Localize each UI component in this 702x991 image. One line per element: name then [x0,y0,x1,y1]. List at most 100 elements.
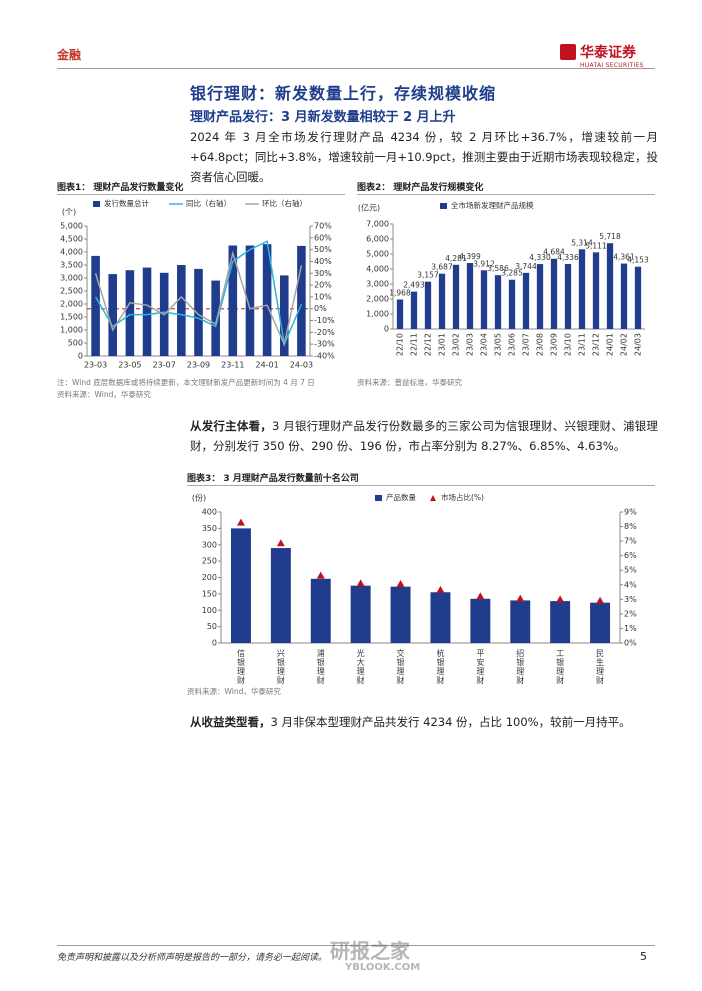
x-tick-label: 信银理财 [236,648,245,685]
x-tick-label: 交银理财 [396,648,405,685]
bar [262,244,272,356]
paragraph-lead: 从收益类型看， [190,715,271,729]
figure-title: 3 月理财产品发行数量前十名公司 [223,474,359,484]
y-tick-label: 200 [202,573,217,582]
y2-tick-label: -40% [314,352,335,361]
bar [228,245,238,356]
logo-cn: 华泰证券 [580,45,636,61]
y2-tick-label: 8% [624,522,637,531]
figure-note: 注：Wind 底层数据库或将持续更新，本文理财新发产品更新时间为 4 月 7 日… [57,377,315,401]
y-tick-label: 0 [384,325,389,334]
x-tick-label: 22/11 [410,333,419,356]
x-tick-label: 23/10 [564,333,573,356]
data-label: 4,153 [627,256,649,265]
data-label: 3,586 [487,264,509,273]
headline: 银行理财：新发数量上行，存续规模收缩 [190,84,497,103]
bar [550,601,571,643]
y2-tick-label: 5% [624,566,637,575]
bar [620,263,628,329]
chart: (个) 0 500 1,000 1,500 2,000 2,500 3,000 3,500 4,0… [60,198,335,370]
bar [522,272,530,329]
y-unit: (份) [192,493,206,503]
bar [125,270,135,356]
y-unit: (亿元) [358,203,380,213]
data-label: 3,687 [431,263,453,272]
bar [142,267,152,356]
marker [596,596,605,604]
bar [194,268,203,356]
y-tick-label: 6,000 [366,235,389,244]
x-tick-label: 23-07 [153,361,176,370]
legend-swatch [430,495,436,501]
logo-en: HUATAI SECURITIES [580,62,644,69]
y-tick-label: 4,000 [366,265,389,274]
figure-label: 图表2： [357,183,391,193]
y2-tick-label: -10% [314,316,335,325]
bar [91,255,100,356]
data-label: 4,330 [529,253,551,262]
x-tick-label: 23-03 [84,361,107,370]
y2-tick-label: -30% [314,340,335,349]
legend-label: 发行数量总计 [104,198,149,208]
y-tick-label: 100 [202,606,217,615]
x-tick-label: 民生理财 [596,649,605,685]
figure-note: 资料来源：普益标准，华泰研究 [357,377,462,389]
x-tick-label: 22/12 [424,333,433,356]
y2-tick-label: 0% [624,639,637,648]
bar [410,291,418,329]
y-tick-label: 500 [68,339,83,348]
paragraph-lead: 从发行主体看， [190,419,273,433]
x-tick-label: 24-03 [290,361,313,370]
y-tick-label: 350 [202,524,217,533]
logo: 华泰证券 HUATAI SECURITIES [560,42,655,69]
caption-rule [57,194,345,195]
y-tick-label: 5,000 [60,222,83,231]
marker [316,571,325,579]
figure-caption: 图表2： 理财产品发行规模变化 [357,180,483,193]
y-tick-label: 2,000 [60,300,83,309]
y2-tick-label: 4% [624,580,637,589]
data-label: 4,336 [557,253,579,262]
y2-tick-label: -20% [314,328,335,337]
x-tick-label: 23-05 [118,361,141,370]
data-label: 4,684 [543,248,565,257]
x-tick-label: 23/06 [508,333,517,356]
x-tick-label: 23/09 [550,333,559,356]
legend-label: 市场占比(%) [441,492,484,502]
bar [508,279,516,329]
bar [438,273,446,329]
bar [211,280,220,356]
y-tick-label: 250 [202,557,217,566]
data-label: 1,968 [389,288,411,297]
legend-swatch [440,203,447,209]
figure-caption: 图表3： 3 月理财产品发行数量前十名公司 [187,471,359,484]
marker [516,594,525,602]
disclaimer: 免责声明和披露以及分析师声明是报告的一部分，请务必一起阅读。 [57,953,328,963]
paragraph: 从发行主体看，3 月银行理财产品发行份数最多的三家公司为信银理财、兴银理财、浦银… [190,416,658,456]
marker [436,585,445,593]
y-tick-label: 3,000 [60,274,83,283]
y-tick-label: 0 [212,639,217,648]
bar [350,585,371,643]
x-tick-label: 工银理财 [556,649,565,685]
data-label: 5,314 [571,238,593,247]
x-tick-label: 24/01 [606,333,615,356]
y-tick-label: 300 [202,540,217,549]
y-tick-label: 5,000 [366,250,389,259]
marker [356,579,365,587]
x-tick-label: 22/10 [396,333,405,356]
figure-note: 资料来源：Wind，华泰研究 [187,686,281,698]
source: 资料来源：Wind，华泰研究 [187,687,281,696]
data-label: 4,281 [445,254,467,263]
paragraph-text: 3 月银行理财产品发行份数最多的三家公司为信银理财、兴银理财、浦银理财，分别发行… [190,419,658,453]
marker [556,595,565,603]
y2-tick-label: 40% [314,257,332,266]
bar [279,275,289,356]
y2-tick-label: 0% [314,304,327,313]
bar [177,265,186,356]
x-tick-label: 23/12 [592,333,601,356]
y-unit: (个) [62,208,76,217]
bar [270,548,291,643]
data-label: 3,285 [501,269,523,278]
